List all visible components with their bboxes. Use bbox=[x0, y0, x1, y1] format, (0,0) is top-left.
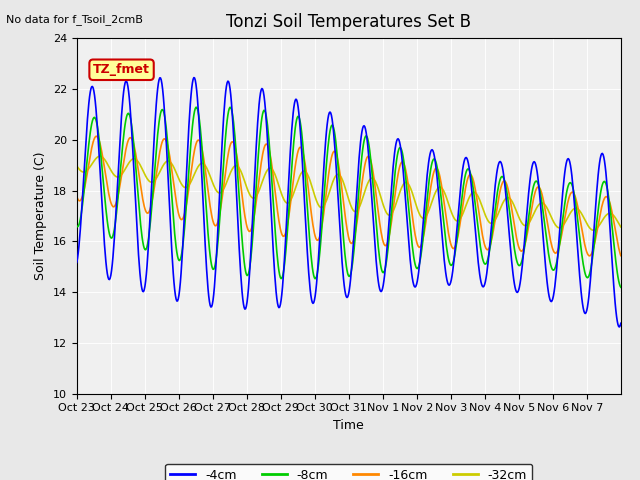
Title: Tonzi Soil Temperatures Set B: Tonzi Soil Temperatures Set B bbox=[227, 13, 471, 31]
Text: TZ_fmet: TZ_fmet bbox=[93, 63, 150, 76]
Y-axis label: Soil Temperature (C): Soil Temperature (C) bbox=[35, 152, 47, 280]
X-axis label: Time: Time bbox=[333, 419, 364, 432]
Text: No data for f_Tsoil_2cmB: No data for f_Tsoil_2cmB bbox=[6, 14, 143, 25]
Legend: -4cm, -8cm, -16cm, -32cm: -4cm, -8cm, -16cm, -32cm bbox=[165, 464, 532, 480]
